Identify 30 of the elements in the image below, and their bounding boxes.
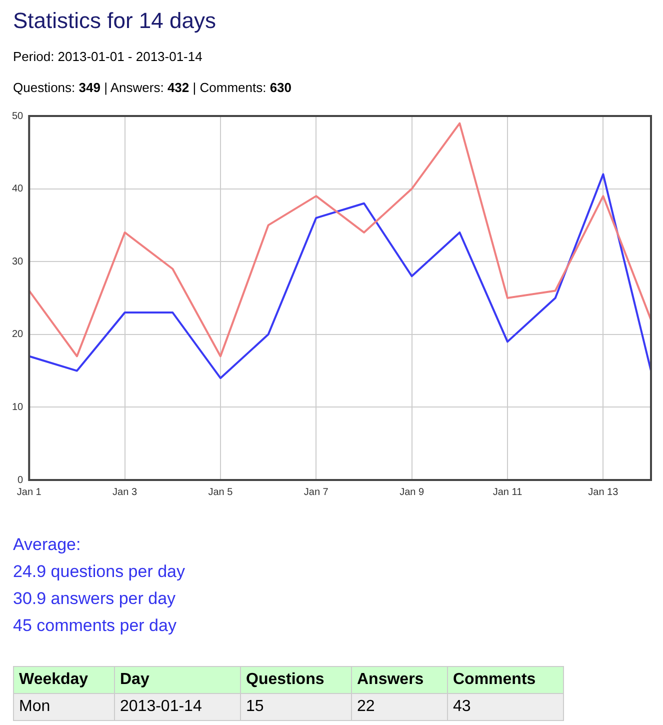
y-tick-label: 50 [12, 110, 24, 122]
text: 15 [240, 694, 352, 720]
text: Questions [240, 666, 352, 694]
text: 30.9 answers per day [13, 588, 177, 610]
text: Answers [352, 666, 448, 694]
y-tick-label: 20 [12, 329, 24, 340]
text: 45 comments per day [13, 615, 178, 637]
text: Average: [13, 534, 82, 556]
text: Day [114, 666, 240, 694]
x-tick-label: Jan 7 [304, 486, 329, 498]
text: Weekday [14, 666, 114, 694]
x-tick-label: Jan 3 [112, 486, 138, 498]
x-tick-label: Jan 9 [400, 486, 424, 498]
text: 24.9 questions per day [13, 561, 186, 583]
text: Mon [14, 694, 114, 720]
y-tick-label: 30 [12, 256, 24, 268]
x-tick-label: Jan 11 [492, 486, 523, 498]
text: 2013-01-14 [114, 694, 240, 720]
chart-title: Statistics for 14 days [13, 8, 216, 34]
y-tick-label: 0 [18, 474, 24, 486]
text: Questions: 349 | Answers: 432 | Comments: 630 [13, 80, 292, 95]
text: 22 [352, 694, 448, 720]
chart-subtitle: Period: 2013-01-01 - 2013-01-14 [13, 49, 202, 64]
text: 43 [448, 694, 564, 720]
text: Comments [448, 666, 564, 694]
x-tick-label: Jan 5 [208, 486, 234, 498]
y-tick-label: 40 [12, 184, 24, 195]
y-tick-label: 10 [12, 402, 24, 413]
x-tick-label: Jan 1 [16, 486, 42, 498]
x-tick-label: Jan 13 [588, 486, 619, 498]
